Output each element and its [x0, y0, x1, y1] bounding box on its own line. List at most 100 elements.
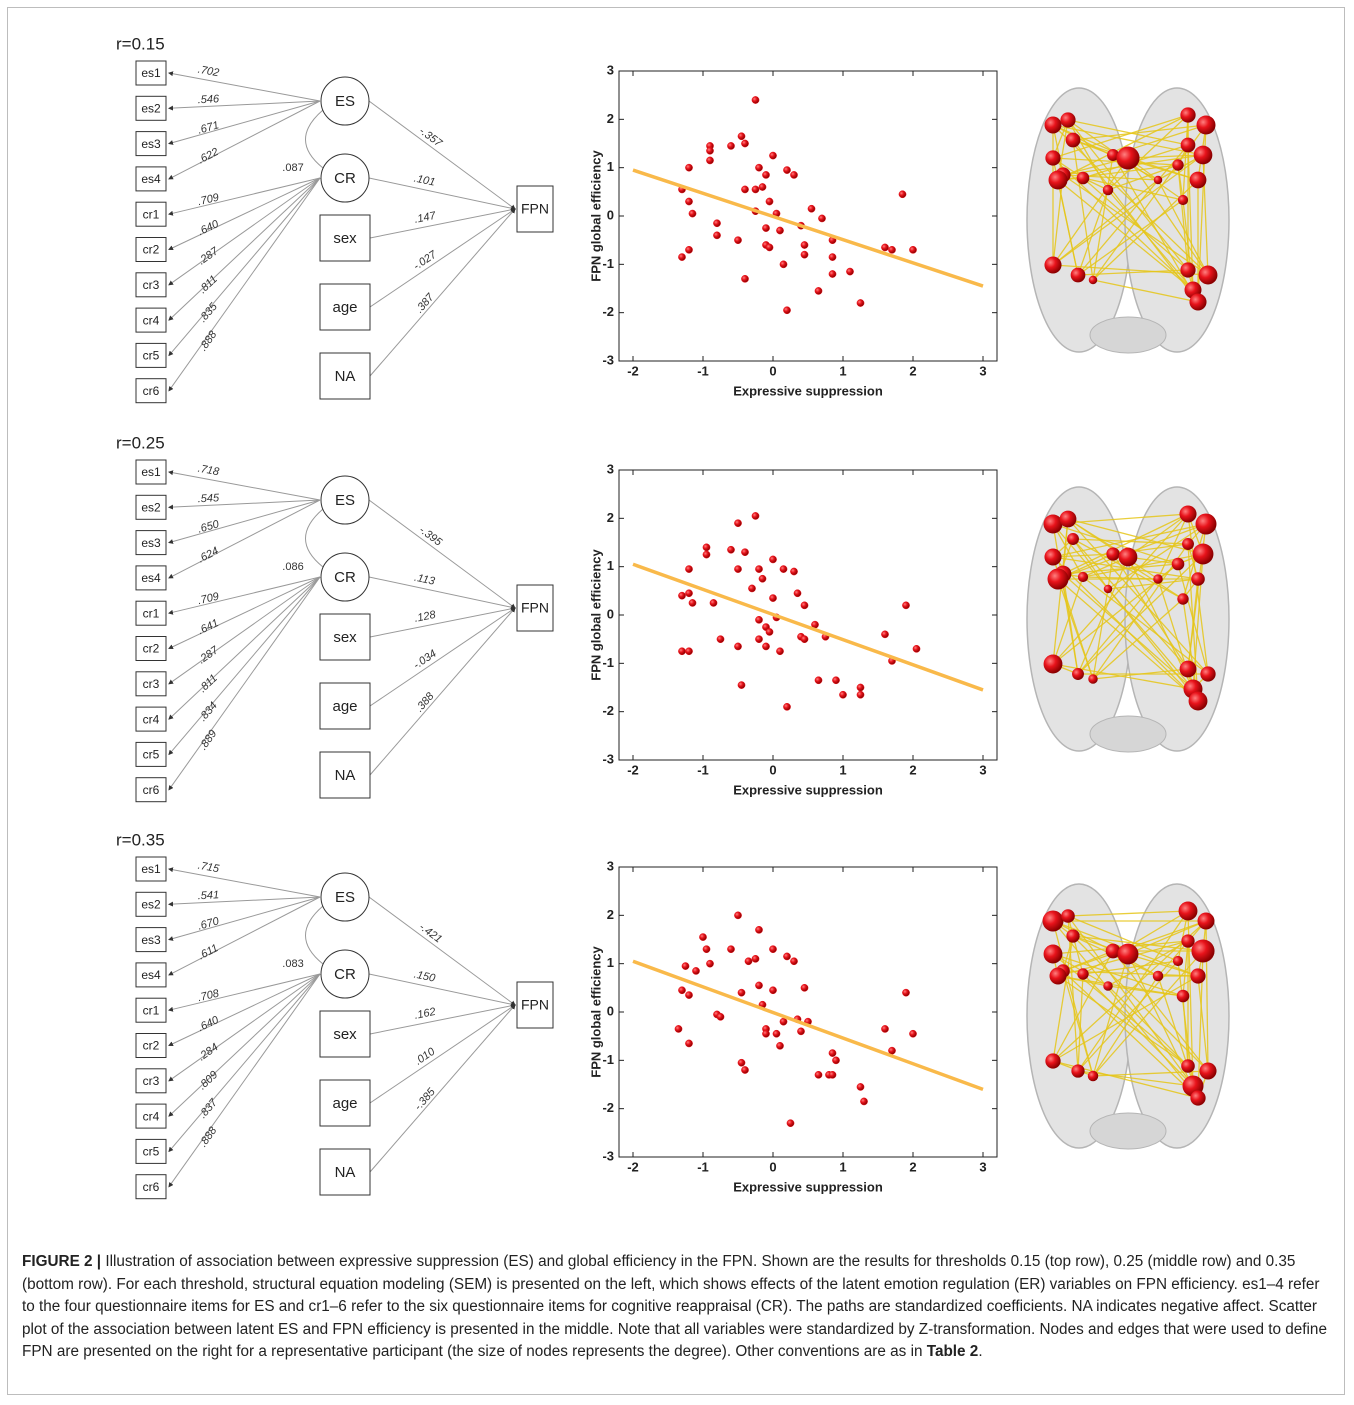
brain-node — [1191, 572, 1205, 586]
brain-edge — [1052, 154, 1204, 266]
item-label: es3 — [141, 933, 161, 947]
item-label: cr1 — [143, 1003, 160, 1017]
item-box — [135, 962, 167, 988]
brain-node — [1067, 533, 1079, 545]
brain-node — [1077, 571, 1089, 583]
x-tick-label: 1 — [839, 762, 846, 777]
data-point — [678, 591, 686, 600]
outcome-node — [516, 185, 554, 233]
loading-path — [168, 177, 321, 357]
data-point — [744, 957, 753, 966]
y-tick-label: -1 — [602, 256, 614, 271]
brain-node — [1059, 510, 1077, 528]
x-axis-label: Expressive suppression — [733, 1179, 883, 1194]
x-tick-label: 1 — [839, 363, 846, 378]
loading-path — [168, 177, 321, 251]
x-axis-label: Expressive suppression — [733, 383, 883, 398]
data-point — [716, 1012, 725, 1021]
item-box — [135, 741, 167, 767]
brain-edge — [1107, 985, 1184, 997]
y-tick-label: -3 — [602, 751, 614, 766]
brain-node — [1181, 934, 1195, 948]
data-point — [828, 1049, 837, 1057]
observed-node — [319, 682, 371, 730]
loading-path — [168, 177, 321, 216]
brain-node — [1179, 660, 1197, 678]
loading-label: .622 — [196, 146, 221, 166]
brain-node — [1048, 170, 1068, 190]
data-point — [800, 635, 809, 644]
item-label: cr2 — [143, 642, 160, 656]
brain-node — [1043, 654, 1063, 674]
data-point — [737, 1058, 746, 1067]
brain-node — [1065, 132, 1081, 148]
brain-node — [1049, 967, 1067, 985]
data-point — [734, 565, 742, 573]
latent-node — [320, 153, 370, 203]
brain-node — [1066, 929, 1080, 943]
brain-edge — [1092, 950, 1204, 1077]
brain-edge — [1077, 553, 1204, 675]
loading-path — [168, 470, 321, 501]
data-point — [856, 1083, 865, 1091]
x-tick-label: 3 — [979, 363, 986, 378]
item-label: es1 — [141, 862, 161, 876]
brain — [1026, 87, 1230, 354]
brain-node — [1047, 568, 1069, 590]
outcome-node — [516, 584, 554, 632]
data-point — [741, 548, 749, 557]
brain-node — [1107, 149, 1119, 161]
item-label: cr3 — [143, 677, 160, 691]
data-point — [800, 250, 809, 259]
data-point — [713, 219, 721, 228]
brain-edge — [1077, 189, 1109, 276]
item-box — [135, 494, 167, 520]
data-point — [762, 642, 770, 651]
data-point — [881, 630, 889, 639]
data-point — [727, 545, 735, 554]
brain-node — [1176, 989, 1190, 1003]
data-point — [783, 952, 791, 961]
loading-path — [168, 100, 321, 111]
loading-path — [168, 973, 321, 1047]
x-tick-label: -1 — [697, 762, 709, 777]
brain-node — [1181, 1059, 1195, 1073]
brain-node — [1200, 666, 1216, 682]
brain-node — [1072, 668, 1084, 680]
data-point — [699, 933, 707, 941]
loading-path — [168, 576, 321, 791]
item-label: es1 — [141, 465, 161, 479]
latent-node — [320, 475, 370, 525]
path-label: .150 — [413, 969, 437, 985]
brain-node — [1105, 943, 1121, 959]
structural-path — [368, 896, 516, 1006]
brain-node — [1077, 968, 1089, 980]
item-box — [135, 95, 167, 121]
loading-path — [168, 177, 321, 321]
figure: r=0.15 es1 .702 es2 .546 es3 .671 es4 .622 cr1 .70… — [116, 34, 1230, 1200]
observed-node — [319, 1010, 371, 1058]
structural-path — [369, 208, 516, 377]
data-point — [769, 555, 777, 564]
loading-path — [168, 177, 321, 392]
item-label: cr6 — [143, 1180, 160, 1194]
observed-label: age — [332, 1095, 357, 1112]
cerebellum — [1089, 715, 1167, 753]
x-tick-label: 2 — [909, 762, 916, 777]
data-point — [678, 647, 686, 656]
brain-edge — [1072, 139, 1094, 281]
brain-edge — [1062, 174, 1209, 276]
brain-edge — [1107, 114, 1189, 191]
structural-path — [369, 208, 516, 308]
cerebellum — [1089, 316, 1167, 354]
data-point — [909, 245, 917, 254]
brain-node — [1190, 968, 1206, 984]
item-label: es4 — [141, 571, 161, 585]
observed-label: age — [332, 299, 357, 316]
data-point — [779, 1017, 788, 1026]
item-box — [135, 636, 167, 661]
brain-node — [1103, 981, 1113, 991]
data-point — [734, 236, 742, 245]
item-label: es4 — [141, 172, 161, 186]
